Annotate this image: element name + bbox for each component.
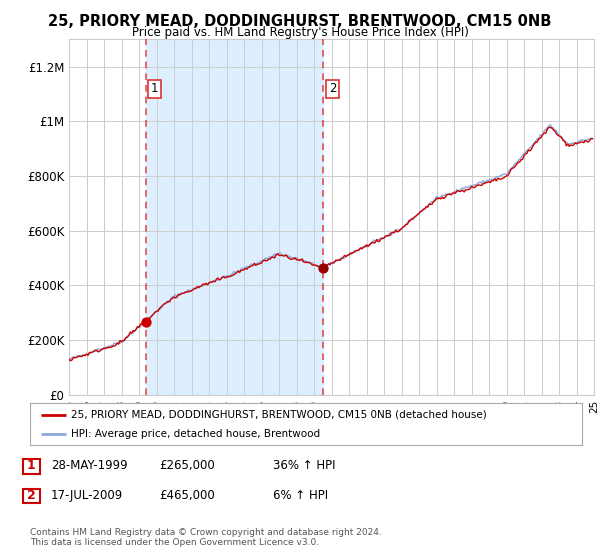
Text: 2: 2 <box>27 489 35 502</box>
Text: 1: 1 <box>27 459 35 473</box>
Text: £265,000: £265,000 <box>159 459 215 473</box>
Text: 2: 2 <box>329 82 336 96</box>
Text: HPI: Average price, detached house, Brentwood: HPI: Average price, detached house, Bren… <box>71 429 320 439</box>
Text: 36% ↑ HPI: 36% ↑ HPI <box>273 459 335 473</box>
Point <box>319 263 328 272</box>
Text: 25, PRIORY MEAD, DODDINGHURST, BRENTWOOD, CM15 0NB: 25, PRIORY MEAD, DODDINGHURST, BRENTWOOD… <box>49 14 551 29</box>
Text: 17-JUL-2009: 17-JUL-2009 <box>51 489 123 502</box>
Text: 6% ↑ HPI: 6% ↑ HPI <box>273 489 328 502</box>
Point <box>141 318 151 327</box>
Text: £465,000: £465,000 <box>159 489 215 502</box>
Text: Price paid vs. HM Land Registry's House Price Index (HPI): Price paid vs. HM Land Registry's House … <box>131 26 469 39</box>
Text: Contains HM Land Registry data © Crown copyright and database right 2024.
This d: Contains HM Land Registry data © Crown c… <box>30 528 382 547</box>
Text: 1: 1 <box>151 82 158 96</box>
Bar <box>146 39 323 395</box>
Text: 25, PRIORY MEAD, DODDINGHURST, BRENTWOOD, CM15 0NB (detached house): 25, PRIORY MEAD, DODDINGHURST, BRENTWOOD… <box>71 409 487 419</box>
Text: 28-MAY-1999: 28-MAY-1999 <box>51 459 128 473</box>
